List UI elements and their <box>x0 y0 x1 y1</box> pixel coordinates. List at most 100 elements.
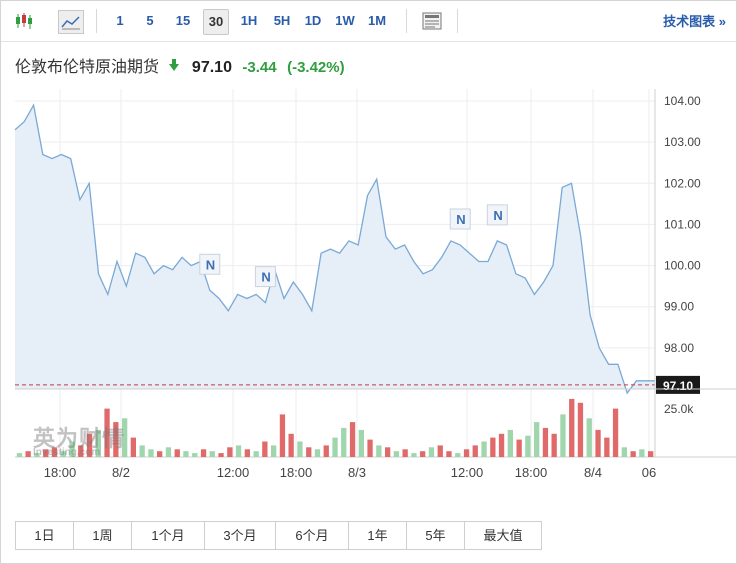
range-button-4[interactable]: 6个月 <box>276 522 349 549</box>
interval-button-1d[interactable]: 1D <box>304 13 322 28</box>
volume-bar <box>95 429 101 457</box>
volume-bar <box>122 418 128 458</box>
volume-bar <box>612 408 619 457</box>
volume-bar <box>130 437 136 457</box>
interval-button-15[interactable]: 15 <box>175 13 191 28</box>
volume-bar <box>332 437 338 457</box>
y-tick-label: 103.00 <box>664 135 701 149</box>
volume-bar <box>586 418 592 458</box>
range-button-3[interactable]: 3个月 <box>205 522 276 549</box>
volume-bar <box>639 449 645 458</box>
volume-bar <box>218 453 224 457</box>
volume-bar <box>235 445 242 457</box>
volume-bar <box>60 451 66 457</box>
volume-bar <box>551 433 557 458</box>
y-tick-label: 99.00 <box>664 300 694 314</box>
volume-bar <box>253 451 259 457</box>
volume-bar <box>569 398 575 457</box>
volume-bar <box>481 441 487 457</box>
candlestick-chart-icon[interactable] <box>13 10 35 32</box>
news-marker[interactable] <box>199 253 221 275</box>
volume-bar <box>411 453 417 457</box>
volume-bar <box>192 453 198 457</box>
toolbar-separator <box>406 9 407 33</box>
volume-bar <box>604 437 610 457</box>
volume-bar <box>595 429 601 457</box>
news-marker-label[interactable]: N <box>261 270 270 285</box>
y-tick-label: 98.00 <box>664 341 694 355</box>
line-chart-icon[interactable] <box>58 10 84 34</box>
volume-bar <box>209 451 215 457</box>
news-panel-icon[interactable] <box>421 10 443 32</box>
volume-bar <box>621 447 627 457</box>
volume-bar <box>577 402 584 458</box>
interval-button-5[interactable]: 5 <box>146 13 154 28</box>
volume-bar <box>507 429 513 457</box>
x-tick-label: 18:00 <box>280 465 313 480</box>
volume-bar <box>385 447 391 457</box>
volume-bar <box>525 435 531 457</box>
interval-button-1[interactable]: 1 <box>116 13 124 28</box>
volume-bar <box>323 445 329 457</box>
news-marker-label[interactable]: N <box>493 208 502 223</box>
interval-button-1m[interactable]: 1M <box>367 13 387 28</box>
chart-toolbar: 1 5 15 30 1H 5H 1D 1W 1M 技术图表 » <box>1 1 736 42</box>
volume-bar <box>341 427 347 457</box>
volume-bar <box>306 447 312 457</box>
range-button-6[interactable]: 5年 <box>407 522 465 549</box>
x-tick-label: 12:00 <box>217 465 250 480</box>
interval-button-1h[interactable]: 1H <box>240 13 258 28</box>
price-change: -3.44 <box>242 59 277 76</box>
price-line <box>14 103 655 395</box>
range-button-7[interactable]: 最大值 <box>465 522 541 549</box>
volume-bar <box>183 451 189 457</box>
volume-bar <box>490 437 496 457</box>
volume-bar <box>516 439 522 457</box>
time-range-selector: 1日 1周 1个月 3个月 6个月 1年 5年 最大值 <box>15 521 542 550</box>
volume-bar <box>349 422 356 457</box>
down-arrow-icon-stem <box>172 59 177 64</box>
price-chart[interactable]: 104.00 103.00 102.00 101.00 100.00 99.00 98.00… <box>1 89 736 489</box>
volume-bar <box>463 449 470 458</box>
technical-chart-link[interactable]: 技术图表 » <box>663 14 726 29</box>
y-tick-label: 100.00 <box>664 259 701 273</box>
volume-bar <box>288 433 294 458</box>
interval-button-30[interactable]: 30 <box>203 9 229 35</box>
toolbar-separator <box>96 9 97 33</box>
news-marker-label[interactable]: N <box>456 212 465 227</box>
volume-bar <box>560 414 566 457</box>
volume-bar <box>86 433 93 458</box>
range-button-5[interactable]: 1年 <box>349 522 407 549</box>
volume-bar <box>244 449 250 458</box>
volume-bar <box>472 445 478 457</box>
x-tick-label: 18:00 <box>515 465 548 480</box>
instrument-name: 伦敦布伦特原油期货 <box>15 59 160 76</box>
volume-bar <box>428 447 435 457</box>
volume-bar <box>165 447 172 457</box>
x-tick-label: 18:00 <box>44 465 77 480</box>
volume-bar <box>227 447 233 457</box>
y-tick-label: 104.00 <box>664 94 701 108</box>
interval-button-5h[interactable]: 5H <box>273 13 291 28</box>
news-marker-label[interactable]: N <box>206 257 215 272</box>
price-change-percent: (-3.42%) <box>287 59 345 76</box>
volume-bar <box>420 451 426 457</box>
x-tick-label: 8/4 <box>584 465 602 480</box>
range-button-0[interactable]: 1日 <box>16 522 74 549</box>
volume-bar <box>534 422 540 457</box>
news-marker[interactable] <box>449 208 471 230</box>
volume-bar <box>78 445 84 457</box>
range-button-1[interactable]: 1周 <box>74 522 132 549</box>
news-marker[interactable] <box>254 266 276 288</box>
volume-axis-label: 25.0k <box>664 402 694 416</box>
interval-button-1w[interactable]: 1W <box>335 13 355 28</box>
volume-bar <box>648 451 654 457</box>
last-price: 97.10 <box>191 59 232 76</box>
volume-bar <box>69 441 75 457</box>
news-marker[interactable] <box>486 204 508 226</box>
volume-bar <box>455 453 461 457</box>
range-button-2[interactable]: 1个月 <box>132 522 205 549</box>
y-tick-label: 102.00 <box>664 176 701 190</box>
volume-bar <box>542 427 549 457</box>
volume-bar <box>314 449 321 458</box>
